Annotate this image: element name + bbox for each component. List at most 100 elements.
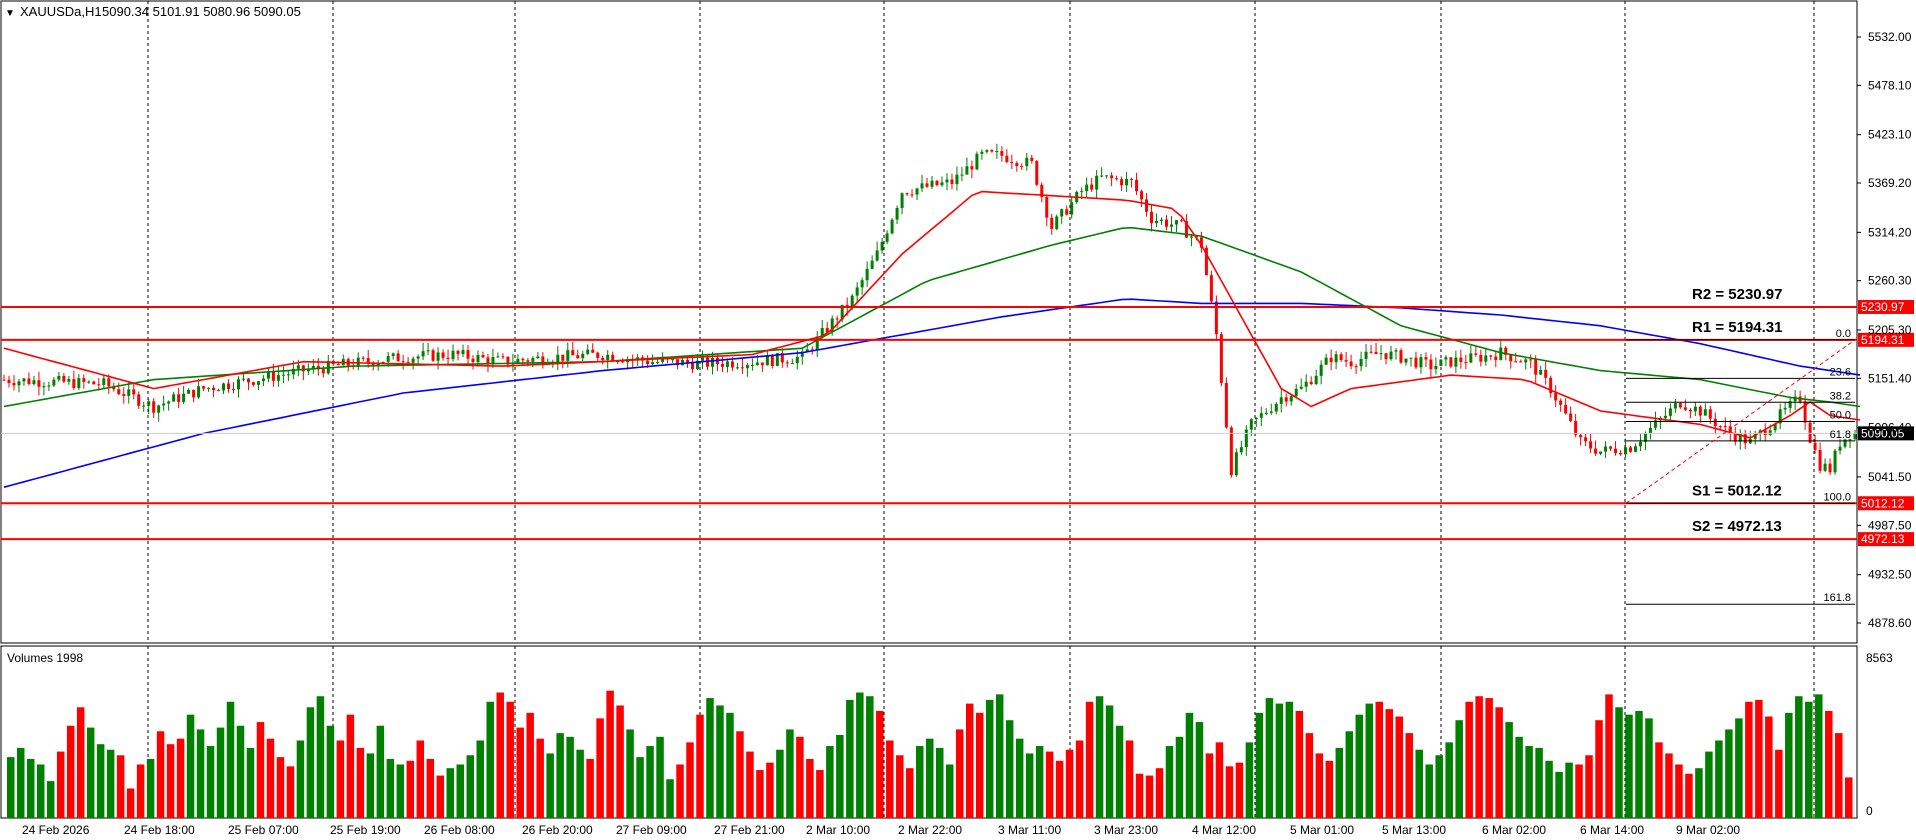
candle-body: [1130, 178, 1134, 180]
volume-bar: [1745, 701, 1753, 818]
volume-bar: [116, 755, 125, 818]
candle-body: [1030, 157, 1034, 162]
candle-body: [1279, 397, 1283, 404]
candle-body: [316, 366, 320, 370]
volume-bar: [1125, 740, 1134, 818]
candle-body: [1778, 409, 1782, 424]
volume-bar: [466, 755, 474, 818]
candle-body: [187, 389, 191, 394]
candle-body: [52, 379, 56, 386]
candle-body: [1299, 386, 1303, 389]
volume-bar: [1355, 714, 1364, 818]
candle-body: [72, 379, 76, 389]
volume-bar: [1725, 729, 1733, 818]
candle-body: [720, 363, 724, 367]
candle-body: [251, 382, 255, 385]
volume-bar: [1555, 771, 1563, 818]
candle-body: [491, 357, 495, 365]
candle-body: [217, 390, 221, 392]
volume-bar: [1425, 764, 1433, 818]
volume-bar: [286, 766, 295, 818]
candle-body: [810, 349, 814, 351]
chart-menu-icon[interactable]: ▼: [5, 8, 15, 19]
volume-bar: [1695, 768, 1703, 818]
volume-bar: [776, 749, 784, 818]
candle-body: [77, 378, 81, 389]
candle-body: [1269, 411, 1273, 413]
candle-body: [37, 380, 41, 387]
volume-bar: [816, 770, 824, 818]
volume-bar: [1445, 742, 1453, 818]
candle-body: [1000, 151, 1004, 156]
candle-body: [1529, 359, 1533, 361]
volume-bar: [1765, 716, 1773, 818]
volume-bar: [1335, 747, 1344, 818]
candle-body: [421, 351, 425, 357]
level-price-tag: [1858, 332, 1914, 347]
volume-bar: [1325, 760, 1334, 818]
candle-body: [1653, 420, 1657, 428]
candle-body: [97, 384, 101, 386]
volume-bar: [1195, 722, 1204, 818]
candle-body: [1813, 442, 1817, 450]
moving-averages: [3, 190, 1861, 488]
candle-body: [775, 353, 779, 366]
candle-body: [261, 378, 265, 382]
candle-body: [1449, 357, 1453, 367]
fibonacci-retracement[interactable]: 0.0 23.6 38.2 50.0 61.8 100.0 161.8: [1625, 328, 1856, 605]
candle-body: [930, 180, 934, 187]
support-resistance-levels: R2 = 5230.97 5230.97 R1 = 5194.31 5194.31 S1…: [1, 286, 1914, 547]
volume-bar: [1825, 710, 1833, 818]
candle-body: [1145, 199, 1149, 212]
candle-body: [1339, 354, 1343, 360]
candle-body: [830, 318, 834, 333]
candle-body: [336, 364, 340, 366]
price-axis: 5532.00 5478.10 5423.10 5369.20 5314.20 5260.…: [1857, 30, 1912, 630]
candle-body: [391, 353, 395, 357]
candle-body: [970, 166, 974, 170]
x-tick-label: 5 Mar 01:00: [1290, 823, 1354, 837]
volume-bar: [316, 696, 325, 818]
candle-body: [157, 405, 161, 413]
candle-body: [671, 359, 675, 361]
volume-bar: [596, 718, 604, 818]
volume-bar: [1495, 707, 1503, 818]
candle-body: [561, 354, 565, 361]
x-tick-label: 24 Feb 18:00: [124, 823, 195, 837]
candle-body: [1738, 434, 1742, 442]
candle-body: [1514, 361, 1518, 363]
candle-body: [32, 380, 36, 385]
volume-bar: [1275, 703, 1284, 818]
candle-body: [207, 387, 211, 389]
fib-level-label: 100.0: [1823, 491, 1851, 503]
candle-body: [1688, 409, 1692, 412]
candle-body: [1110, 175, 1114, 179]
candle-body: [1678, 403, 1682, 408]
candle-body: [1768, 430, 1772, 435]
volume-bar: [886, 740, 894, 818]
candle-body: [1254, 417, 1258, 420]
candle-body: [142, 405, 146, 407]
candle-body: [1259, 413, 1263, 418]
candle-body: [611, 354, 615, 362]
volume-bar: [1805, 701, 1813, 818]
candle-body: [27, 378, 31, 385]
candle-body: [406, 361, 410, 363]
candle-body: [1155, 220, 1159, 224]
candle-body: [1294, 388, 1298, 397]
volume-bar: [1095, 696, 1104, 818]
volume-min-tick: 0: [1866, 804, 1873, 818]
x-tick-label: 27 Feb 21:00: [714, 823, 785, 837]
candle-body: [1214, 301, 1218, 335]
volume-bar: [1305, 733, 1314, 818]
candle-body: [1045, 197, 1049, 218]
candle-body: [1070, 202, 1074, 215]
candle-body: [1673, 403, 1677, 409]
volume-bar: [1075, 740, 1084, 818]
volume-bar: [76, 707, 85, 818]
volume-bar: [106, 749, 115, 818]
candle-body: [82, 378, 86, 382]
candle-body: [1559, 400, 1563, 405]
volume-bar: [1255, 712, 1264, 818]
